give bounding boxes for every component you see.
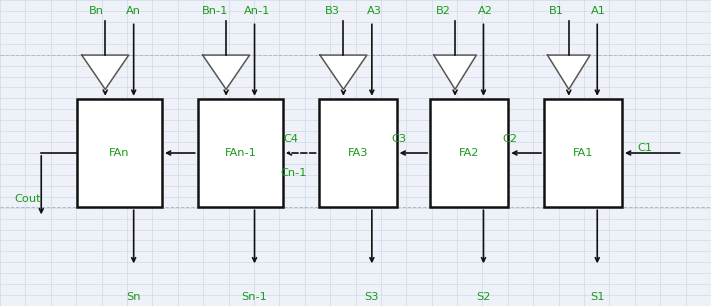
Text: C1: C1 bbox=[637, 144, 652, 153]
Polygon shape bbox=[82, 55, 129, 89]
Text: A1: A1 bbox=[591, 6, 606, 16]
Text: An-1: An-1 bbox=[244, 6, 271, 16]
Text: FA3: FA3 bbox=[348, 148, 368, 158]
Bar bbox=[198, 99, 283, 207]
Text: Bn-1: Bn-1 bbox=[202, 6, 229, 16]
Text: B3: B3 bbox=[325, 6, 341, 16]
Polygon shape bbox=[320, 55, 367, 89]
Text: B2: B2 bbox=[436, 6, 450, 16]
Text: Bn: Bn bbox=[88, 6, 104, 16]
Polygon shape bbox=[434, 55, 476, 89]
Text: FAn-1: FAn-1 bbox=[225, 148, 256, 158]
Text: C2: C2 bbox=[503, 134, 518, 144]
Text: C3: C3 bbox=[392, 134, 407, 144]
Text: S1: S1 bbox=[590, 292, 604, 302]
Bar bbox=[77, 99, 162, 207]
Bar bbox=[430, 99, 508, 207]
Bar bbox=[544, 99, 622, 207]
Text: Sn-1: Sn-1 bbox=[242, 292, 267, 302]
Text: A2: A2 bbox=[478, 6, 492, 16]
Text: An: An bbox=[126, 6, 141, 16]
Text: FAn: FAn bbox=[109, 148, 129, 158]
Text: Cn-1: Cn-1 bbox=[280, 168, 306, 178]
Text: C4: C4 bbox=[284, 134, 299, 144]
Polygon shape bbox=[547, 55, 590, 89]
Text: FA2: FA2 bbox=[459, 148, 479, 158]
Text: S3: S3 bbox=[365, 292, 379, 302]
Text: A3: A3 bbox=[367, 6, 383, 16]
Text: Cout: Cout bbox=[14, 194, 41, 204]
Text: B1: B1 bbox=[549, 6, 565, 16]
Text: S2: S2 bbox=[476, 292, 491, 302]
Text: FA1: FA1 bbox=[573, 148, 593, 158]
Polygon shape bbox=[203, 55, 250, 89]
Bar bbox=[319, 99, 397, 207]
Text: Sn: Sn bbox=[127, 292, 141, 302]
